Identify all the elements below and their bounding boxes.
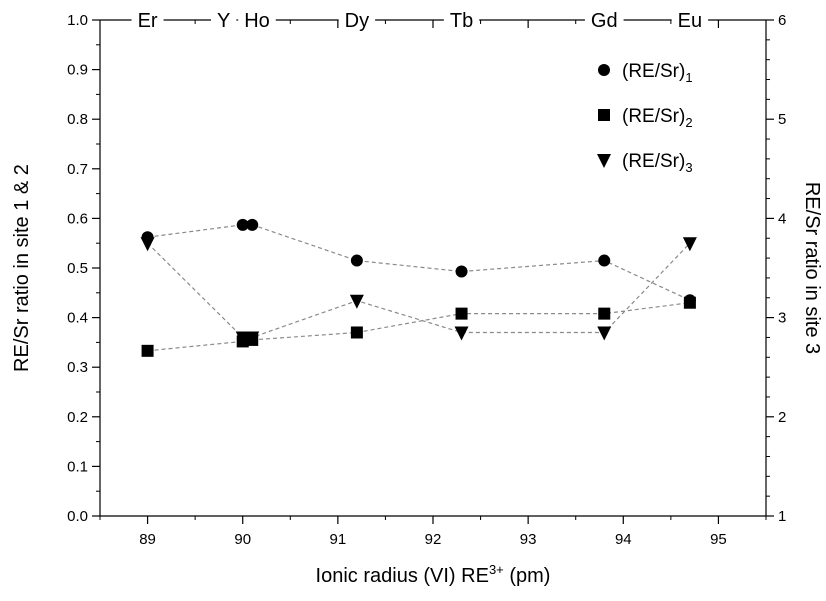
series-1-point bbox=[236, 218, 249, 231]
y-right-tick-label: 1 bbox=[778, 508, 786, 525]
y-left-tick-label: 0.5 bbox=[67, 260, 88, 277]
element-label-er: Er bbox=[138, 10, 158, 32]
y-right-axis-title: RE/Sr ratio in site 3 bbox=[801, 182, 823, 354]
x-tick-label: 89 bbox=[139, 531, 156, 548]
series-2-point bbox=[683, 296, 696, 309]
y-left-tick-label: 0.7 bbox=[67, 161, 88, 178]
y-left-axis-title: RE/Sr ratio in site 1 & 2 bbox=[11, 164, 33, 372]
series-1-point bbox=[455, 265, 468, 278]
x-axis-title-superscript: 3+ bbox=[489, 562, 504, 577]
x-tick-label: 90 bbox=[234, 531, 251, 548]
legend-name: (RE/Sr) bbox=[622, 106, 685, 127]
series-1-point bbox=[350, 254, 363, 267]
x-tick-label: 93 bbox=[520, 531, 537, 548]
x-tick-label: 92 bbox=[425, 531, 442, 548]
element-label-y: Y bbox=[217, 10, 230, 32]
element-label-tb: Tb bbox=[450, 10, 473, 32]
data-points bbox=[140, 218, 697, 357]
element-label-eu: Eu bbox=[678, 10, 702, 32]
x-tick-label: 91 bbox=[330, 531, 347, 548]
legend-marker-3 bbox=[597, 154, 611, 168]
legend-name: (RE/Sr) bbox=[622, 151, 685, 172]
legend-label-1: (RE/Sr)1 bbox=[622, 61, 693, 85]
y-right-tick-label: 5 bbox=[778, 111, 786, 128]
x-axis-title-main: Ionic radius (VI) RE bbox=[316, 565, 489, 587]
y-left-tick-label: 1.0 bbox=[67, 12, 88, 29]
series-3-point bbox=[235, 331, 250, 346]
legend-marker-1 bbox=[598, 64, 610, 76]
x-tick-label: 95 bbox=[710, 531, 727, 548]
element-label-ho: Ho bbox=[244, 10, 270, 32]
element-label-gd: Gd bbox=[591, 10, 618, 32]
series-3-point bbox=[245, 331, 260, 346]
legend-label-2: (RE/Sr)2 bbox=[622, 106, 693, 130]
axis-titles: Ionic radius (VI) RE3+ (pm) RE/Sr ratio i… bbox=[11, 164, 823, 587]
y-left-tick-label: 0.4 bbox=[67, 310, 88, 327]
x-tick-label: 94 bbox=[615, 531, 632, 548]
legend-subscript: 2 bbox=[685, 115, 692, 130]
y-right-tick-label: 3 bbox=[778, 310, 786, 327]
series-lines bbox=[147, 224, 691, 352]
x-axis-title-units: (pm) bbox=[504, 565, 551, 587]
axes: 89 90 91 92 93 94 95 0.0 0.1 0.2 0.3 0.4 0.5 0.6 0.7 0.… bbox=[67, 12, 786, 548]
series-2-point bbox=[455, 307, 468, 320]
series-1-point bbox=[598, 254, 611, 267]
series-3-point bbox=[349, 294, 364, 309]
series-3-point bbox=[454, 326, 469, 341]
series-2-point bbox=[598, 307, 611, 320]
element-label-dy: Dy bbox=[345, 10, 369, 32]
series-3-point bbox=[140, 237, 155, 252]
y-left-tick-label: 0.9 bbox=[67, 62, 88, 79]
y-left-tick-label: 0.3 bbox=[67, 359, 88, 376]
y-right-tick-label: 2 bbox=[778, 409, 786, 426]
y-right-tick-label: 4 bbox=[778, 210, 786, 227]
series-3-point bbox=[682, 237, 697, 252]
y-left-tick-label: 0.0 bbox=[67, 508, 88, 525]
x-axis-title: Ionic radius (VI) RE3+ (pm) bbox=[316, 562, 551, 587]
y-right-tick-label: 6 bbox=[778, 12, 786, 29]
legend-label-3: (RE/Sr)3 bbox=[622, 151, 693, 175]
top-axis: Er Y Ho Dy Tb Gd Eu bbox=[99, 10, 767, 32]
legend-subscript: 3 bbox=[685, 160, 692, 175]
y-left-tick-label: 0.2 bbox=[67, 409, 88, 426]
series-2-point bbox=[350, 326, 363, 339]
y-left-tick-label: 0.6 bbox=[67, 210, 88, 227]
legend: (RE/Sr)1(RE/Sr)2(RE/Sr)3 bbox=[597, 61, 693, 175]
series-1-point bbox=[246, 218, 259, 231]
y-left-tick-label: 0.8 bbox=[67, 111, 88, 128]
y-left-tick-label: 0.1 bbox=[67, 458, 88, 475]
legend-subscript: 1 bbox=[685, 70, 692, 85]
series-2-point bbox=[141, 344, 154, 357]
legend-marker-2 bbox=[598, 109, 610, 121]
series-3-point bbox=[597, 326, 612, 341]
legend-name: (RE/Sr) bbox=[622, 61, 685, 82]
